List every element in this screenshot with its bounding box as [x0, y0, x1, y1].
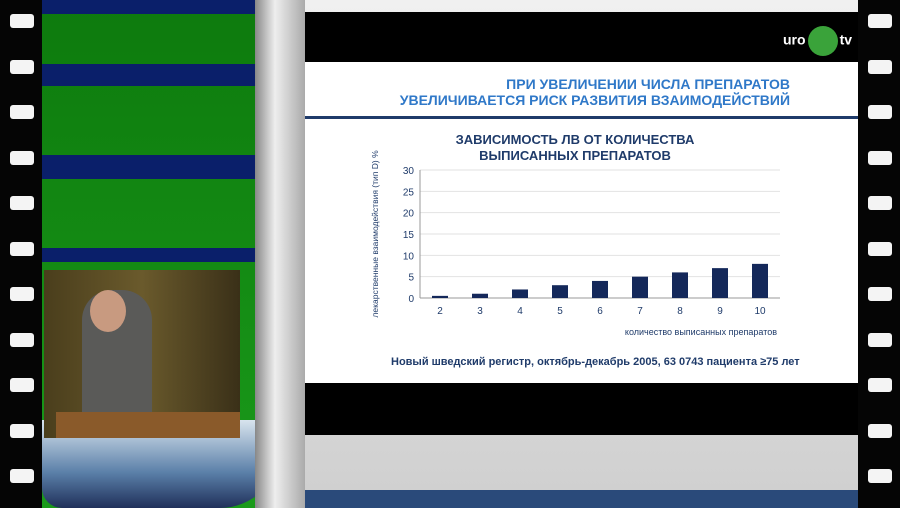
bar	[432, 295, 448, 298]
slide: ПРИ УВЕЛИЧЕНИИ ЧИСЛА ПРЕПАРАТОВ УВЕЛИЧИВА…	[305, 62, 858, 383]
x-tick-label: 8	[677, 306, 683, 317]
bar	[712, 268, 728, 298]
x-tick-label: 4	[517, 306, 523, 317]
film-hole	[10, 287, 34, 301]
speaker-head	[90, 290, 126, 332]
y-tick-label: 5	[408, 273, 414, 284]
y-tick-label: 10	[403, 251, 415, 262]
film-hole	[10, 241, 34, 256]
film-strip-right	[858, 0, 900, 508]
film-hole	[868, 14, 892, 28]
film-hole	[868, 287, 892, 301]
film-hole	[868, 59, 892, 74]
film-hole	[868, 332, 892, 347]
floor	[305, 490, 858, 508]
bar	[752, 263, 768, 298]
x-tick-label: 5	[557, 306, 563, 317]
bar-chart: количество выписанных препаратов лекарст…	[370, 150, 780, 337]
film-hole	[10, 59, 34, 74]
film-strip-left	[0, 0, 42, 508]
film-hole	[10, 469, 34, 483]
uro-tv-logo: uro tv	[783, 26, 852, 56]
film-hole	[10, 196, 34, 210]
screen-top	[305, 12, 858, 62]
chart-title: ЗАВИСИМОСТЬ ЛВ ОТ КОЛИЧЕСТВА ВЫПИСАННЫХ П…	[455, 132, 695, 163]
title-rule	[305, 116, 858, 119]
screen-bottom	[305, 383, 858, 435]
bar	[672, 272, 688, 298]
podium	[56, 412, 240, 438]
bar	[632, 276, 648, 298]
bar	[512, 289, 528, 298]
x-axis-label: количество выписанных препаратов	[625, 327, 777, 337]
slide-title: ПРИ УВЕЛИЧЕНИИ ЧИСЛА ПРЕПАРАТОВ УВЕЛИЧИВА…	[399, 76, 790, 108]
y-axis-label: лекарственные взаимодействия (тип D) %	[370, 150, 380, 318]
film-hole	[868, 241, 892, 256]
film-hole	[868, 423, 892, 438]
pillar	[255, 0, 305, 508]
film-hole	[10, 105, 34, 119]
y-tick-label: 15	[403, 230, 415, 241]
film-hole	[868, 105, 892, 119]
x-tick-label: 7	[637, 306, 643, 317]
x-tick-label: 3	[477, 306, 483, 317]
film-hole	[10, 332, 34, 347]
bar	[592, 280, 608, 298]
x-tick-label: 9	[717, 306, 723, 317]
x-tick-label: 6	[597, 306, 603, 317]
film-hole	[10, 150, 34, 165]
y-tick-label: 25	[403, 187, 415, 198]
film-hole	[868, 196, 892, 210]
film-hole	[868, 469, 892, 483]
bar	[472, 293, 488, 298]
y-tick-label: 20	[403, 209, 415, 220]
x-tick-label: 2	[437, 306, 443, 317]
film-hole	[868, 378, 892, 392]
film-hole	[10, 378, 34, 392]
y-tick-label: 0	[408, 294, 414, 305]
bar	[552, 285, 568, 298]
film-hole	[868, 150, 892, 165]
y-tick-label: 30	[403, 166, 415, 177]
x-tick-label: 10	[754, 306, 766, 317]
film-hole	[10, 14, 34, 28]
footnote: Новый шведский регистр, октябрь-декабрь …	[391, 356, 800, 368]
film-hole	[10, 423, 34, 438]
